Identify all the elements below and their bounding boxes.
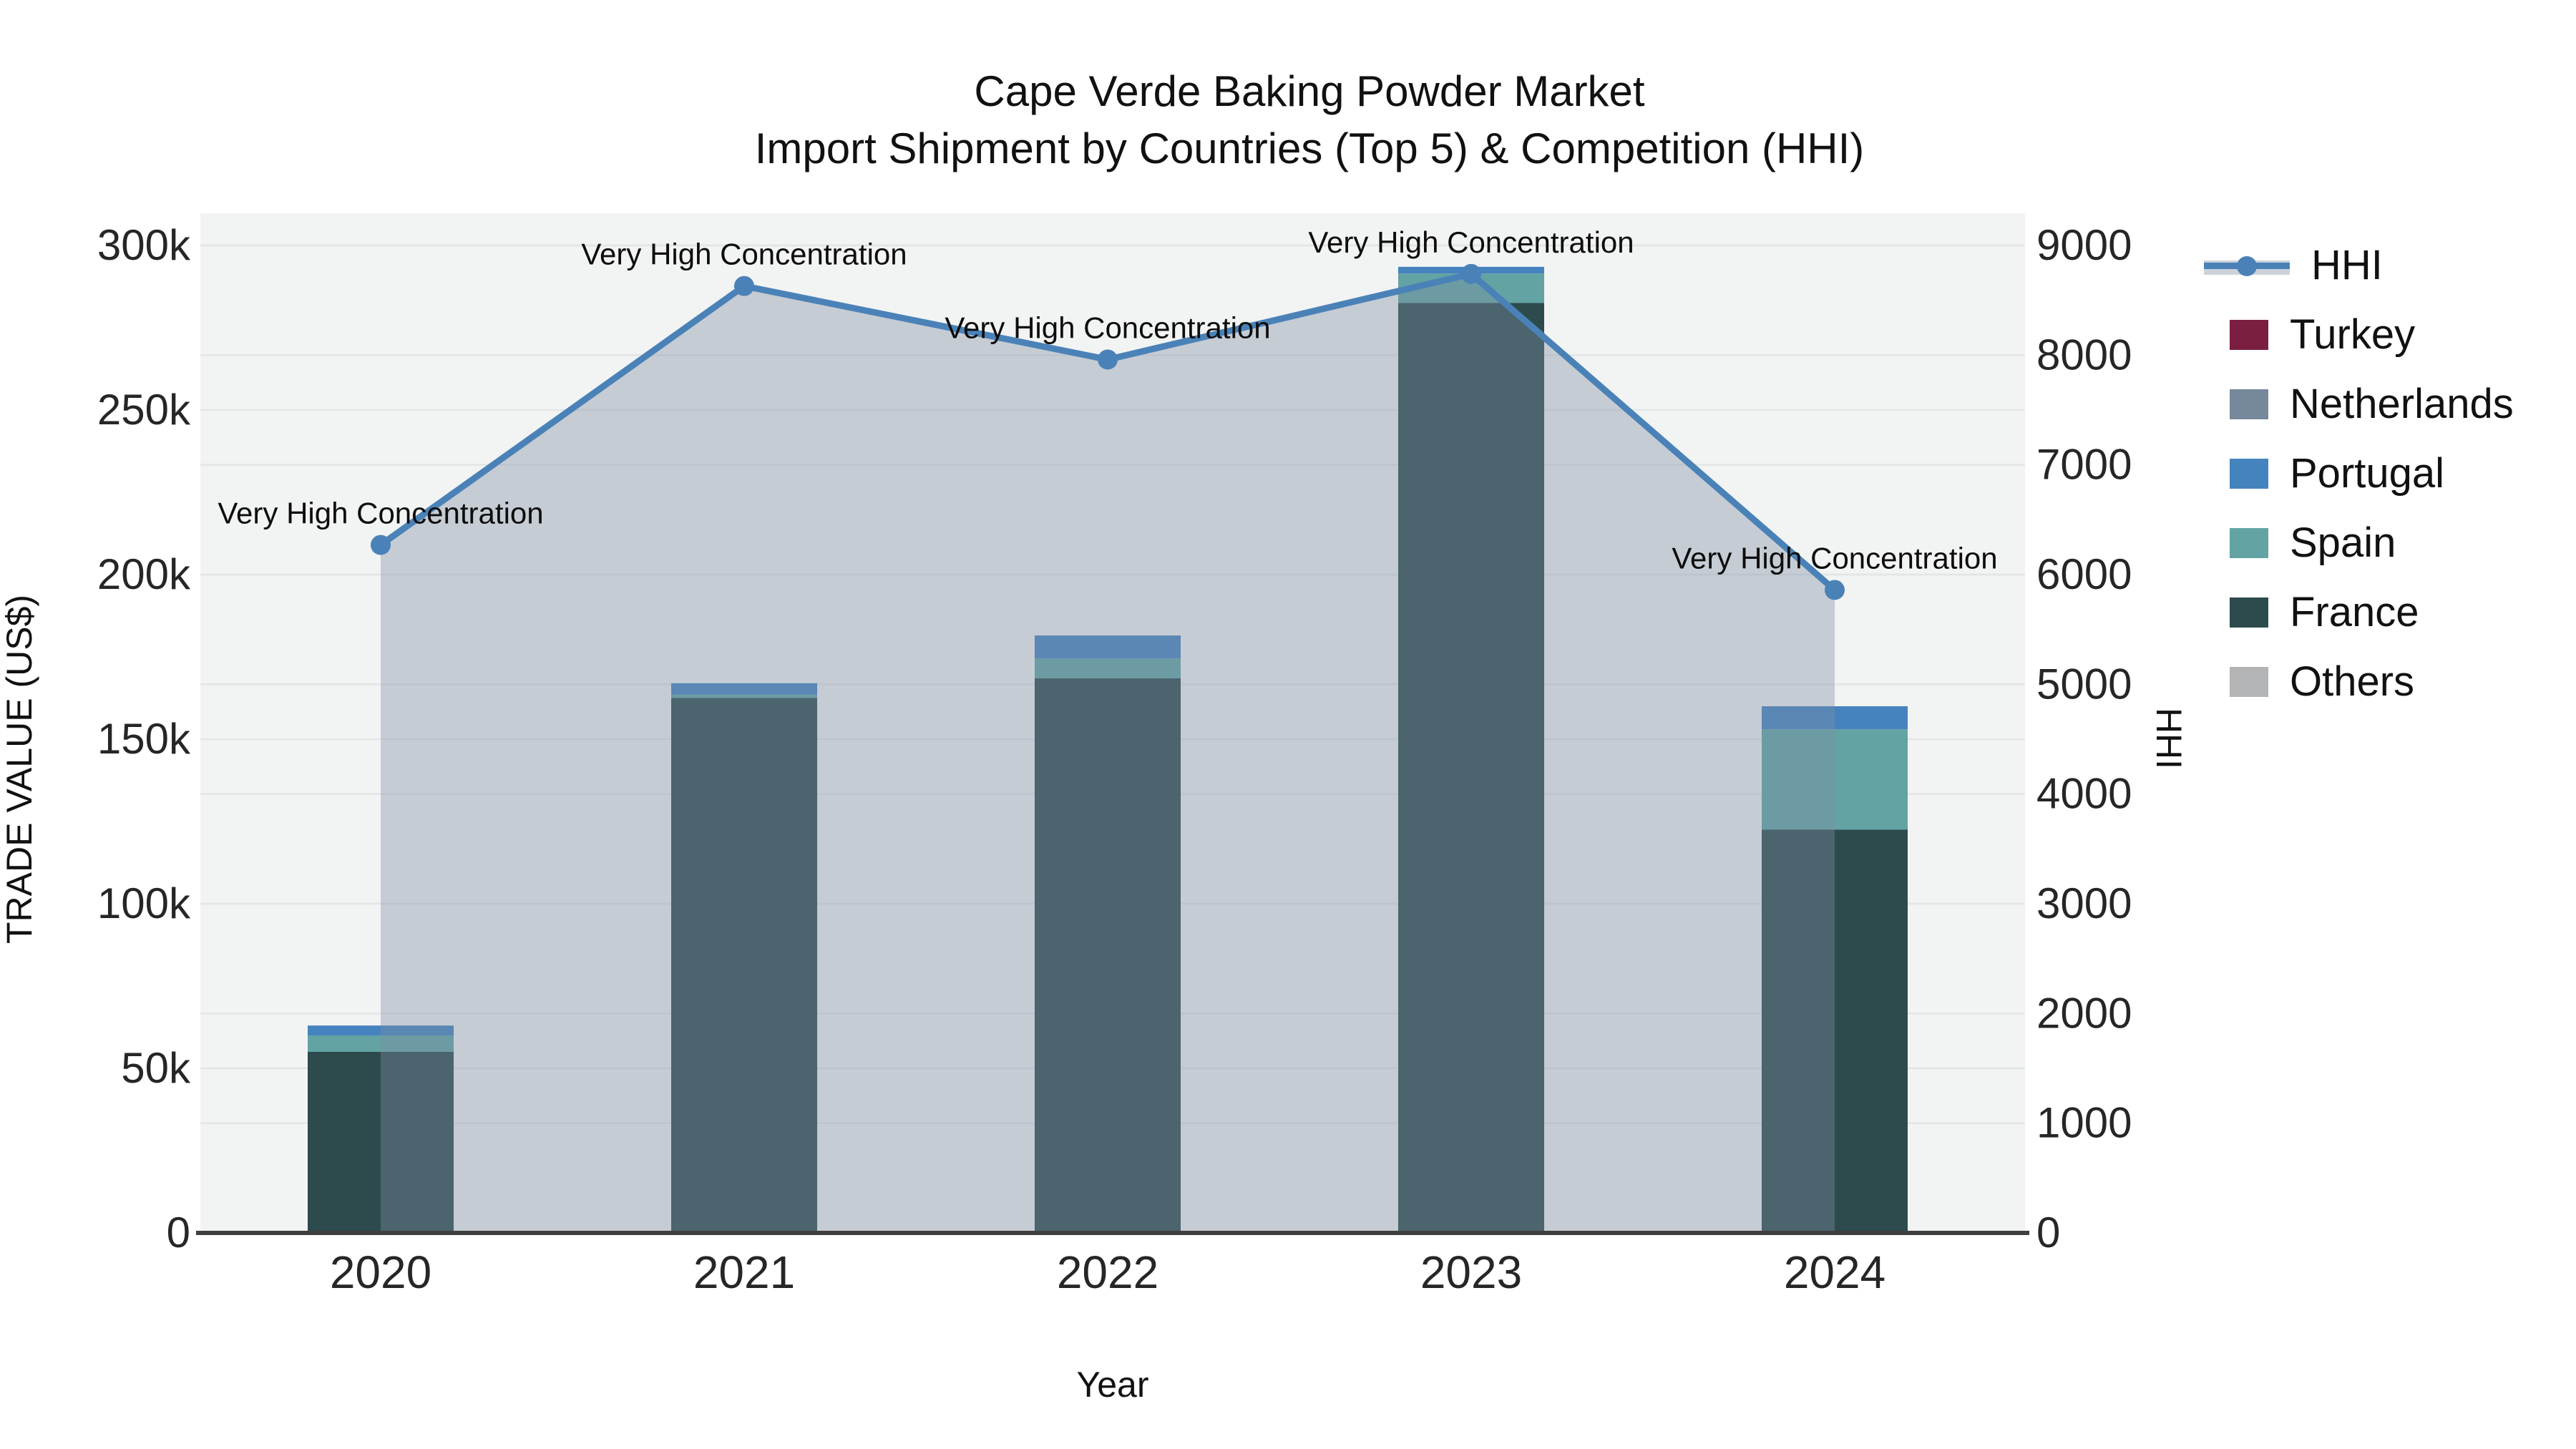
bar-segment-portugal-2020[interactable]: [308, 1025, 454, 1035]
bar-segment-spain-2022[interactable]: [1035, 658, 1181, 678]
hhi-marker-2020[interactable]: [371, 535, 391, 555]
right-axis-tick-7000: 7000: [2036, 441, 2132, 489]
right-axis-tick-6000: 6000: [2036, 550, 2132, 598]
bar-segment-portugal-2024[interactable]: [1762, 706, 1908, 730]
chart-title: Cape Verde Baking Powder Market Import S…: [43, 63, 2576, 177]
legend-swatch-portugal: [2230, 458, 2268, 489]
legend-label-turkey: Turkey: [2290, 311, 2416, 358]
annotation-2021: Very High Concentration: [581, 238, 907, 271]
left-axis-tick-250k: 250k: [97, 386, 191, 434]
bar-segment-france-2021[interactable]: [671, 698, 817, 1234]
legend-item-spain[interactable]: Spain: [2204, 508, 2514, 577]
hhi-marker-2021[interactable]: [734, 275, 754, 296]
left-axis-tick-200k: 200k: [97, 550, 191, 598]
right-axis-tick-8000: 8000: [2036, 331, 2132, 379]
bar-segment-france-2023[interactable]: [1398, 303, 1544, 1234]
right-axis-tick-3000: 3000: [2036, 879, 2132, 927]
x-axis-title: Year: [1076, 1365, 1148, 1405]
right-axis-tick-2000: 2000: [2036, 989, 2132, 1037]
bar-segment-portugal-2021[interactable]: [671, 683, 817, 695]
legend-line-marker: [2237, 255, 2257, 276]
bar-segment-spain-2024[interactable]: [1762, 729, 1908, 830]
legend-item-others[interactable]: Others: [2204, 647, 2514, 716]
left-axis-tick-0: 0: [167, 1209, 190, 1257]
x-axis-tick-2022: 2022: [1057, 1246, 1158, 1298]
annotation-2024: Very High Concentration: [1672, 541, 1997, 575]
legend-swatch-spain: [2230, 527, 2268, 558]
left-axis-tick-100k: 100k: [97, 879, 191, 927]
x-axis-tick-2023: 2023: [1420, 1246, 1522, 1298]
legend-item-netherlands[interactable]: Netherlands: [2204, 369, 2514, 439]
left-axis-tick-300k: 300k: [97, 221, 191, 269]
bar-segment-spain-2020[interactable]: [308, 1035, 454, 1052]
bar-segment-france-2024[interactable]: [1762, 829, 1908, 1234]
left-axis-title: TRADE VALUE (US$): [0, 595, 39, 944]
legend-swatch-netherlands: [2230, 389, 2268, 419]
left-axis-tick-150k: 150k: [97, 715, 191, 763]
x-axis-tick-2020: 2020: [330, 1246, 431, 1298]
left-axis-tick-50k: 50k: [121, 1044, 191, 1092]
hhi-marker-2023[interactable]: [1461, 263, 1481, 284]
right-axis-tick-0: 0: [2036, 1209, 2060, 1257]
bar-segment-france-2022[interactable]: [1035, 678, 1181, 1233]
right-axis-title: HHI: [2149, 708, 2189, 769]
hhi-marker-2022[interactable]: [1098, 349, 1118, 370]
hhi-marker-2024[interactable]: [1825, 580, 1845, 600]
right-axis-tick-1000: 1000: [2036, 1099, 2132, 1147]
x-axis-tick-2021: 2021: [693, 1246, 795, 1298]
legend-swatch-others: [2230, 666, 2268, 697]
right-axis-tick-5000: 5000: [2036, 660, 2132, 708]
chart-legend: HHI Turkey Netherlands Portugal Spain France O…: [2204, 230, 2514, 716]
legend-label-france: France: [2290, 589, 2419, 635]
legend-item-france[interactable]: France: [2204, 577, 2514, 647]
annotation-2020: Very High Concentration: [218, 497, 543, 530]
bar-segment-france-2020[interactable]: [308, 1052, 454, 1233]
legend-item-turkey[interactable]: Turkey: [2204, 300, 2514, 369]
hhi-area-fill: [381, 273, 1835, 1233]
bar-segment-portugal-2022[interactable]: [1035, 635, 1181, 659]
legend-swatch-turkey: [2230, 319, 2268, 350]
bar-segment-spain-2021[interactable]: [671, 694, 817, 698]
x-axis-tick-2024: 2024: [1784, 1246, 1885, 1298]
legend-label-hhi: HHI: [2311, 242, 2383, 288]
chart-title-line1: Cape Verde Baking Powder Market: [974, 67, 1645, 115]
legend-item-portugal[interactable]: Portugal: [2204, 439, 2514, 508]
legend-label-portugal: Portugal: [2290, 450, 2445, 497]
right-axis-tick-9000: 9000: [2036, 221, 2132, 269]
annotation-2022: Very High Concentration: [945, 311, 1270, 344]
right-axis-tick-4000: 4000: [2036, 770, 2132, 818]
legend-line-icon: [2204, 250, 2290, 280]
legend-label-spain: Spain: [2290, 519, 2396, 566]
legend-label-netherlands: Netherlands: [2290, 381, 2514, 427]
legend-item-hhi[interactable]: HHI: [2204, 230, 2514, 300]
legend-label-others: Others: [2290, 658, 2415, 705]
chart-title-line2: Import Shipment by Countries (Top 5) & C…: [754, 125, 1865, 172]
annotation-2023: Very High Concentration: [1308, 225, 1634, 259]
legend-swatch-france: [2230, 597, 2268, 628]
